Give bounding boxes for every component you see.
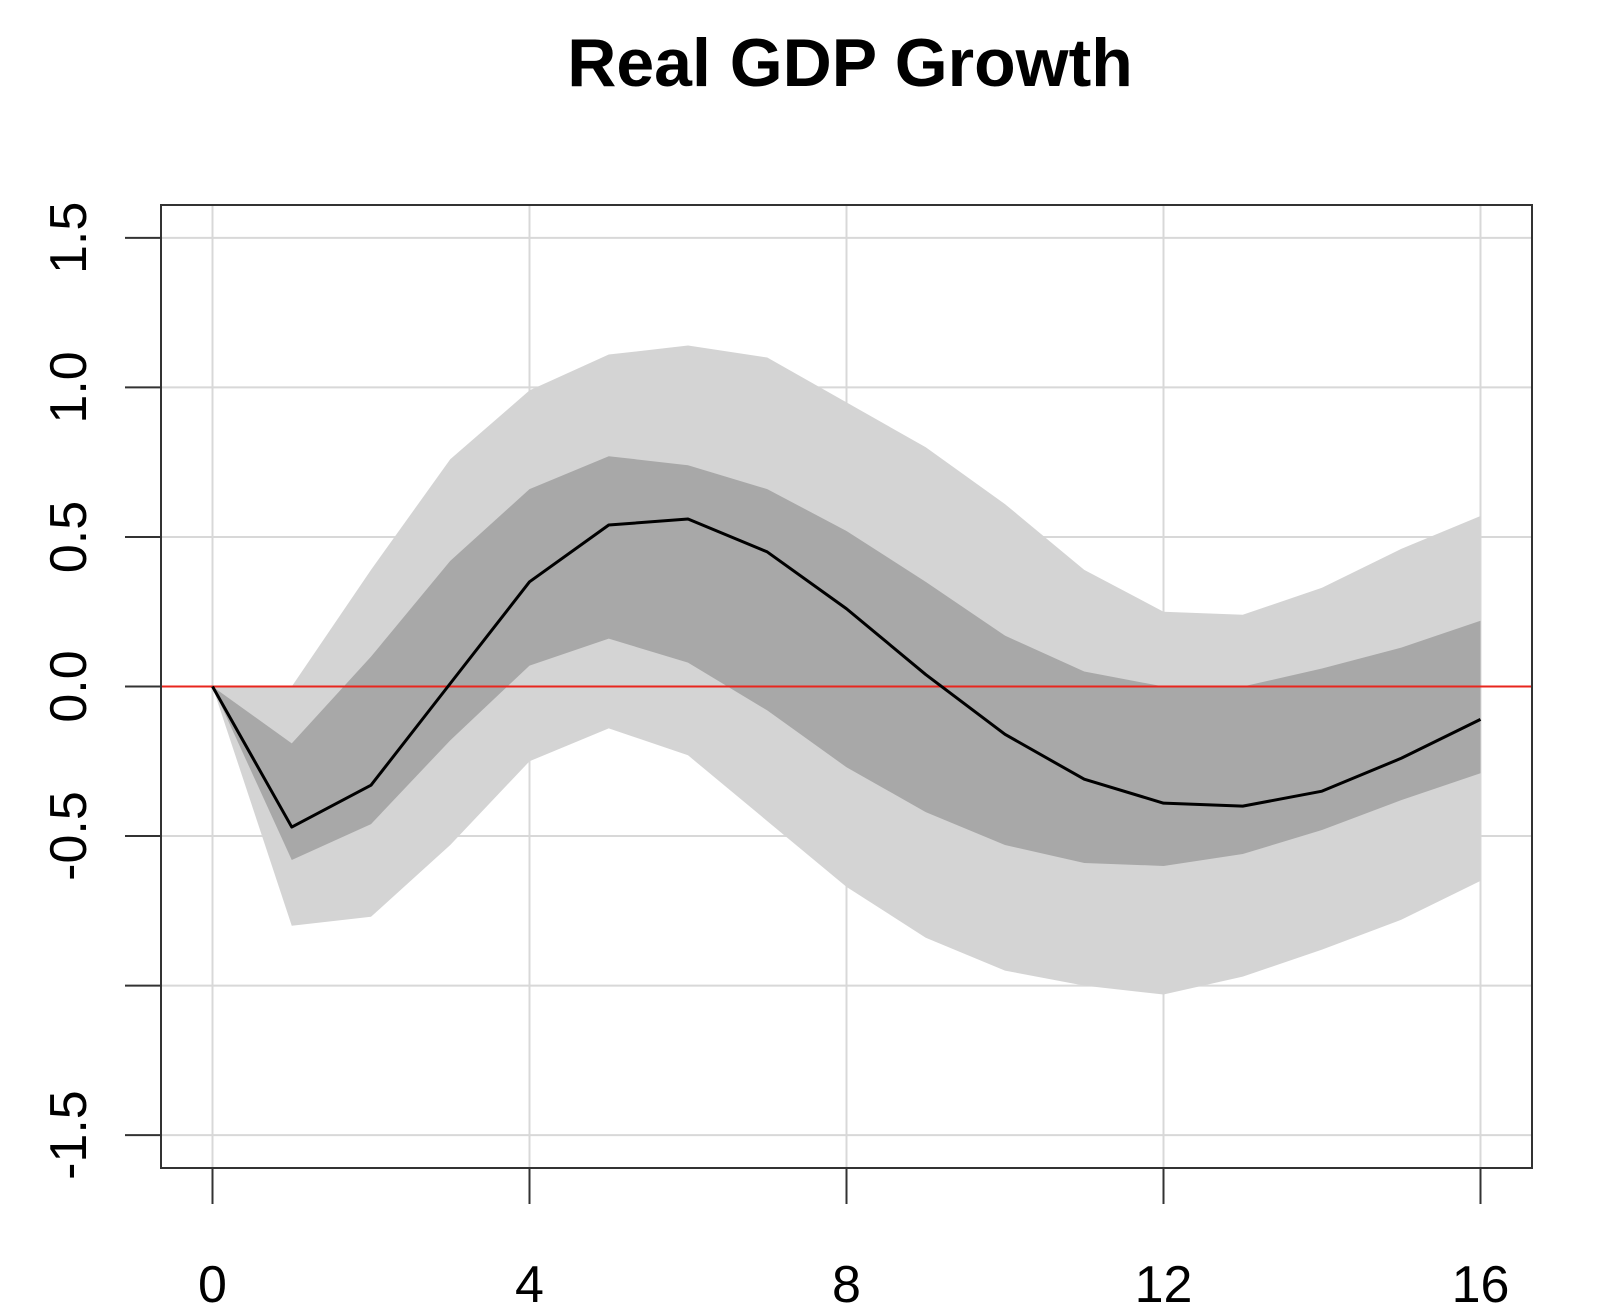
y-tick-label: -1.5 <box>40 1090 98 1180</box>
y-tick-label: 0.5 <box>40 501 98 573</box>
label-layer: 0 4 8 12 16 -1.5 -0.5 0.0 0.5 1.0 1.5 <box>40 202 1509 1306</box>
inner-confidence-band <box>212 456 1481 866</box>
y-tick-label: 1.5 <box>40 202 98 274</box>
x-tick-label: 0 <box>198 1256 227 1306</box>
x-tick-label: 16 <box>1452 1256 1510 1306</box>
y-tick-label: -0.5 <box>40 791 98 881</box>
band-layer <box>212 345 1481 995</box>
x-tick-label: 8 <box>832 1256 861 1306</box>
y-tick-label: 1.0 <box>40 351 98 423</box>
y-tick-label: 0.0 <box>40 650 98 722</box>
chart-title: Real GDP Growth <box>567 25 1133 101</box>
x-tick-label: 4 <box>515 1256 544 1306</box>
response-line <box>211 517 1482 829</box>
line-layer <box>211 517 1482 829</box>
axis-layer <box>125 204 1533 1204</box>
x-tick-label: 12 <box>1135 1256 1193 1306</box>
